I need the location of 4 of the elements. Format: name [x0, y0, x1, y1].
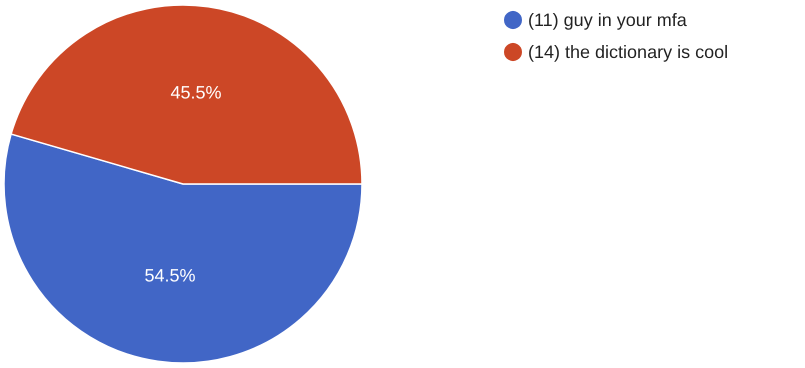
data-label: 54.5%	[144, 266, 196, 286]
legend-label: (14) the dictionary is cool	[528, 42, 728, 62]
legend-label: (11) guy in your mfa	[528, 10, 688, 30]
data-label: 45.5%	[170, 82, 222, 102]
